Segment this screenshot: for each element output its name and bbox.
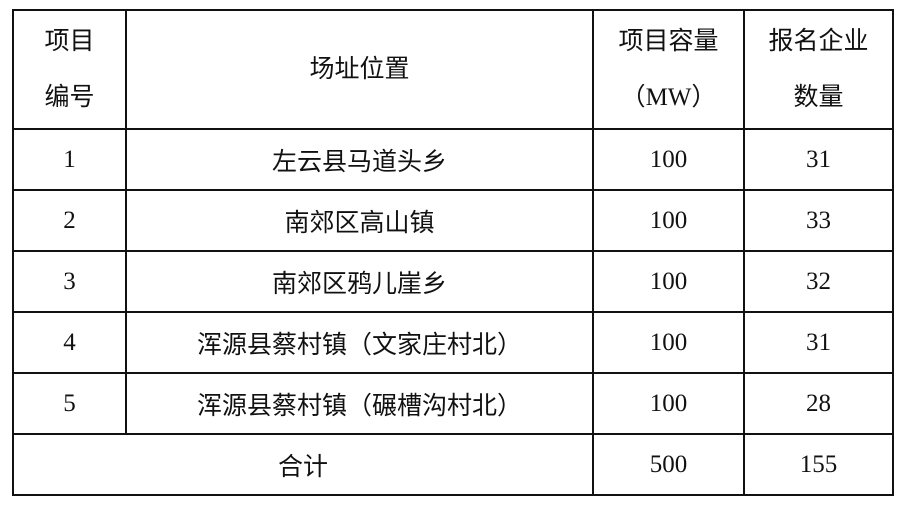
table-row: 2 南郊区高山镇 100 33 [12,189,894,252]
header-location: 场址位置 [125,9,594,130]
header-companies-line2: 数量 [793,83,844,111]
header-capacity-line2: （MW） [620,83,717,111]
header-number: 项目 编号 [12,9,127,130]
cell-capacity: 100 [592,250,745,313]
table-row: 3 南郊区鸦儿崖乡 100 32 [12,250,894,313]
header-companies: 报名企业 数量 [743,9,894,130]
cell-number: 4 [12,311,127,374]
header-number-line2: 编号 [44,83,95,111]
cell-number: 1 [12,128,127,191]
header-row: 项目编号 场址位置 项目容量 （MW） 报名企业数量 [12,9,894,130]
cell-number: 3 [12,250,127,313]
cell-location: 左云县马道头乡 [125,128,594,191]
cell-location: 浑源县蔡村镇（文家庄村北） [125,311,594,374]
cell-number: 5 [12,372,127,435]
table-row: 4 浑源县蔡村镇（文家庄村北） 100 31 [12,311,894,374]
cell-location: 南郊区鸦儿崖乡 [125,250,594,313]
cell-location: 浑源县蔡村镇（碾槽沟村北） [125,372,594,435]
cell-companies: 33 [743,189,894,252]
header-capacity: 项目容量 （MW） [592,9,745,130]
cell-companies: 31 [743,128,894,191]
header-number-line1: 项目 [44,27,95,55]
cell-companies: 31 [743,311,894,374]
cell-capacity: 100 [592,372,745,435]
total-label: 合计 [12,433,594,496]
cell-companies: 28 [743,372,894,435]
total-row: 合计 500 155 [12,433,894,496]
cell-capacity: 100 [592,311,745,374]
header-companies-line1: 报名企业 [768,27,869,55]
total-companies: 155 [743,433,894,496]
table-row: 5 浑源县蔡村镇（碾槽沟村北） 100 28 [12,372,894,435]
cell-companies: 32 [743,250,894,313]
header-capacity-line1: 项目容量 [618,27,719,55]
cell-capacity: 100 [592,189,745,252]
cell-number: 2 [12,189,127,252]
total-capacity: 500 [592,433,745,496]
cell-location: 南郊区高山镇 [125,189,594,252]
cell-capacity: 100 [592,128,745,191]
project-table: 项目编号 场址位置 项目容量 （MW） 报名企业数量 1 左云县马道头乡 100 … [12,9,894,496]
table-row: 1 左云县马道头乡 100 31 [12,128,894,191]
